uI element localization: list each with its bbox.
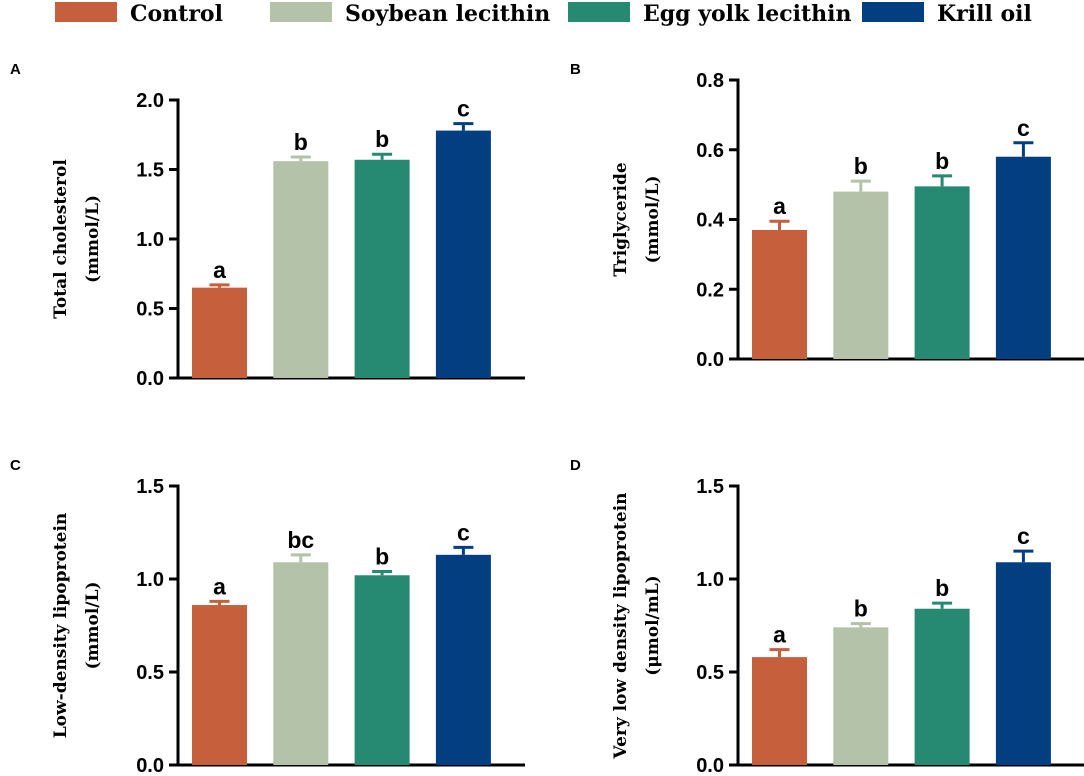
y-tick-label-a-0: 0.0 (136, 368, 164, 390)
y-tick-label-a-2: 1.0 (136, 229, 164, 251)
y-tick-label-c-0: 0.0 (136, 755, 164, 776)
panels: A Total cholesterol (mmol/L) 0.0 0.5 1.0 1.5 2.… (10, 61, 1084, 776)
panel-b: B Triglyceride (mmol/L) 0.0 0.2 0.4 0.6 0.8 a b b c (570, 61, 1084, 371)
legend-label-soybean-lecithin: Soybean lecithin (345, 1, 550, 27)
panel-letter-c: C (10, 457, 21, 474)
bar-c-control (192, 605, 247, 765)
legend-label-krill-oil: Krill oil (937, 1, 1032, 27)
y-tick-label-c-1: 0.5 (136, 662, 164, 684)
bar-b-control (752, 229, 807, 359)
panel-a: A Total cholesterol (mmol/L) 0.0 0.5 1.0 1.5 2.… (10, 61, 525, 390)
significance-label-c-egg-yolk-lecithin: b (375, 544, 389, 570)
significance-label-b-soybean-lecithin: b (854, 153, 868, 179)
legend-swatch-egg-yolk-lecithin (568, 2, 630, 22)
significance-label-d-soybean-lecithin: b (854, 596, 868, 622)
y-axis-label-a-line-1: Total cholesterol (51, 159, 71, 319)
y-tick-label-c-3: 1.5 (136, 476, 164, 498)
y-axis-label-b-line-1: Triglyceride (611, 162, 631, 277)
y-tick-label-b-4: 0.8 (696, 70, 724, 92)
significance-label-b-krill-oil: c (1017, 115, 1030, 141)
legend-label-control: Control (130, 1, 223, 27)
bar-a-krill-oil (435, 130, 491, 378)
bar-a-egg-yolk-lecithin (354, 159, 410, 378)
y-axis-label-c-line-2: (mmol/L) (83, 581, 103, 669)
bar-b-soybean-lecithin (833, 191, 889, 359)
y-tick-label-c-2: 1.0 (136, 569, 164, 591)
bar-b-egg-yolk-lecithin (914, 186, 970, 359)
panel-letter-a: A (10, 61, 21, 78)
legend-swatch-soybean-lecithin (270, 2, 332, 22)
significance-label-a-control: a (213, 257, 226, 283)
y-tick-label-b-2: 0.4 (696, 210, 725, 232)
bar-b-krill-oil (995, 156, 1051, 359)
y-tick-label-b-3: 0.6 (696, 140, 724, 162)
significance-label-a-krill-oil: c (457, 96, 470, 122)
bar-c-soybean-lecithin (273, 562, 329, 765)
y-axis-label-d-line-2: (μmol/mL) (643, 575, 663, 675)
bar-d-egg-yolk-lecithin (914, 608, 970, 765)
legend-swatch-control (55, 2, 117, 22)
significance-label-d-egg-yolk-lecithin: b (935, 575, 949, 601)
bar-a-soybean-lecithin (273, 161, 329, 378)
significance-label-d-krill-oil: c (1017, 523, 1030, 549)
y-tick-label-a-3: 1.5 (136, 160, 164, 182)
y-tick-label-a-1: 0.5 (136, 299, 164, 321)
significance-label-d-control: a (773, 622, 786, 648)
y-axis-label-b-line-2: (mmol/L) (643, 175, 663, 263)
y-axis-label-d-line-1: Very low density lipoprotein (611, 492, 631, 759)
significance-label-a-egg-yolk-lecithin: b (375, 126, 389, 152)
bar-c-krill-oil (435, 554, 491, 765)
panel-letter-d: D (570, 457, 581, 474)
y-tick-label-b-0: 0.0 (696, 349, 724, 371)
legend-label-egg-yolk-lecithin: Egg yolk lecithin (643, 1, 852, 27)
y-tick-label-d-0: 0.0 (696, 755, 724, 776)
y-tick-label-d-2: 1.0 (696, 569, 724, 591)
significance-label-c-krill-oil: c (457, 519, 470, 545)
bar-c-egg-yolk-lecithin (354, 575, 410, 765)
y-tick-label-b-1: 0.2 (696, 279, 724, 301)
y-tick-label-d-1: 0.5 (696, 662, 724, 684)
significance-label-b-egg-yolk-lecithin: b (935, 148, 949, 174)
y-axis-label-a-line-2: (mmol/L) (83, 195, 103, 283)
panel-d: D Very low density lipoprotein (μmol/mL) 0.… (570, 457, 1084, 776)
legend-swatch-krill-oil (862, 2, 924, 22)
bar-d-soybean-lecithin (833, 627, 889, 765)
y-tick-label-d-3: 1.5 (696, 476, 724, 498)
legend: Control Soybean lecithin Egg yolk lecith… (55, 1, 1032, 27)
significance-label-b-control: a (773, 193, 786, 219)
bar-d-control (752, 657, 807, 765)
significance-label-a-soybean-lecithin: b (294, 129, 308, 155)
bar-d-krill-oil (995, 562, 1051, 765)
panel-letter-b: B (570, 61, 581, 78)
y-tick-label-a-4: 2.0 (136, 90, 164, 112)
significance-label-c-control: a (213, 573, 226, 599)
panel-c: C Low-density lipoprotein (mmol/L) 0.0 0.5 1.… (10, 457, 525, 776)
y-axis-label-c-line-1: Low-density lipoprotein (51, 513, 71, 739)
bar-a-control (192, 287, 247, 378)
significance-label-c-soybean-lecithin: bc (287, 527, 314, 553)
